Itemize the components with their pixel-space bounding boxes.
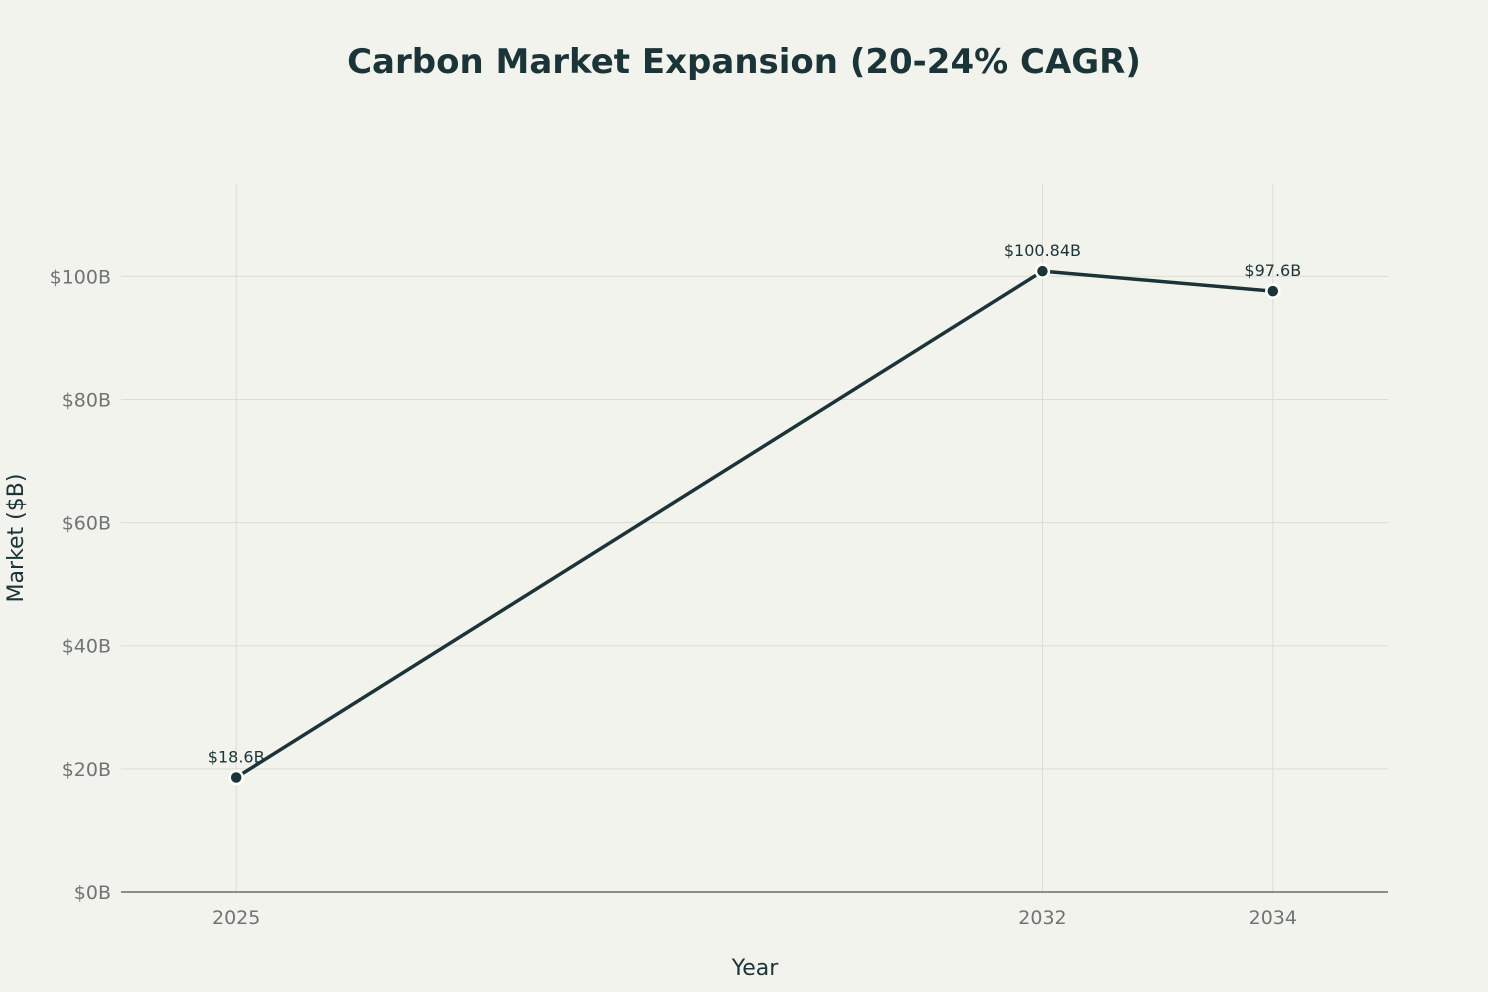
x-axis-ticks: 2025 2032 2034 <box>212 907 1297 929</box>
data-point <box>1034 263 1051 279</box>
y-tick-label: $80B <box>62 389 111 411</box>
series-line <box>235 269 1273 779</box>
x-tick-label: 2025 <box>212 907 260 929</box>
y-tick-label: $40B <box>62 636 111 658</box>
chart-title: Carbon Market Expansion (20-24% CAGR) <box>347 42 1141 82</box>
y-tick-label: $100B <box>50 266 111 288</box>
data-label: $100.84B <box>1004 241 1081 260</box>
y-tick-label: $20B <box>62 759 111 781</box>
data-label: $18.6B <box>208 747 265 766</box>
x-axis-title: Year <box>731 956 780 981</box>
data-point <box>1265 283 1281 299</box>
grid-layer <box>121 184 1388 892</box>
x-tick-label: 2032 <box>1018 907 1066 929</box>
data-label: $97.6B <box>1244 261 1301 280</box>
y-axis-ticks: $0B $20B $40B $60B $80B $100B <box>50 266 111 904</box>
y-tick-label: $0B <box>74 882 111 904</box>
x-tick-label: 2034 <box>1249 907 1297 929</box>
series-layer: $18.6B $100.84B $97.6B <box>208 241 1301 786</box>
y-tick-label: $60B <box>62 513 111 535</box>
data-point <box>228 769 244 786</box>
y-axis-title: Market ($B) <box>4 474 29 603</box>
